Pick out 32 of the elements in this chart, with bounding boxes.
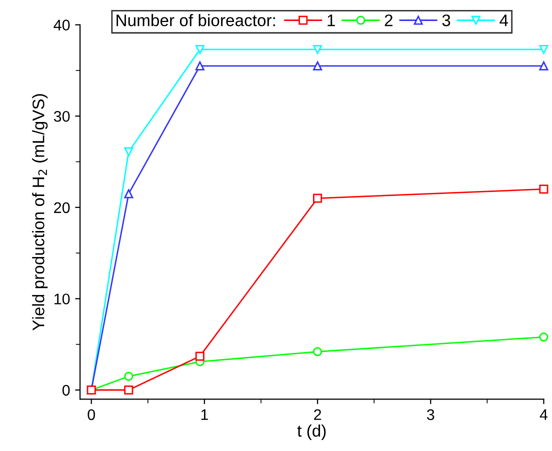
y-axis-title: Yield production of H$_{2}$ (mL/gVS) [32,94,48,331]
point [313,61,322,70]
legend-label: 1 [328,14,335,26]
point [195,352,204,361]
y-tick-label: 20 [54,202,70,214]
legend-label: 4 [500,14,508,26]
point [313,44,322,54]
point [195,61,204,70]
y-tick-label: 0 [62,384,70,396]
point [124,189,134,198]
x-tick-label: 0 [88,409,95,420]
x-tick-label: 3 [426,409,434,420]
x-tick-label: 1 [201,409,208,420]
point [313,194,322,203]
x-tick-label: 4 [540,409,548,420]
point [124,147,134,156]
point [124,372,134,381]
y-tick-label: 40 [54,20,70,30]
legend-title: Number of bioreactor: [116,14,275,26]
point [195,44,204,54]
point [539,184,548,194]
point [539,332,548,342]
legend-label: 3 [442,14,450,26]
point [539,44,548,54]
point [124,385,134,395]
point [313,347,322,356]
x-tick-label: 2 [314,409,322,420]
x-axis-title: t (d) [297,424,326,440]
legend-label: 2 [384,14,392,26]
point [539,61,548,70]
y-tick-label: 30 [54,110,70,122]
y-tick-label: 10 [54,294,70,304]
